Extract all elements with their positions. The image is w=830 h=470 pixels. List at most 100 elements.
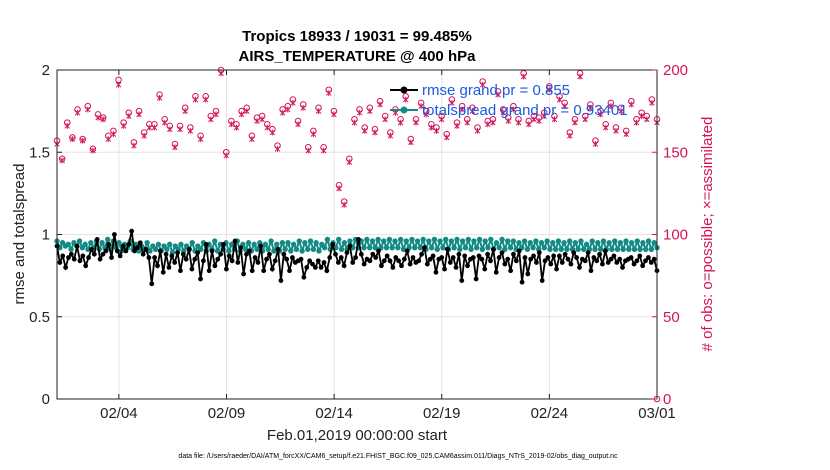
rmse-point xyxy=(470,255,476,260)
spread-point xyxy=(505,238,511,244)
spread-point xyxy=(347,238,353,244)
rmse-point xyxy=(631,261,637,267)
spread-point xyxy=(552,246,559,253)
rmse-point xyxy=(373,255,379,260)
spread-point xyxy=(302,240,308,246)
x-tick-label: 03/01 xyxy=(638,405,676,422)
spread-point xyxy=(164,246,170,253)
obs-assimilated-point xyxy=(423,111,429,118)
obs-assimilated-point xyxy=(208,116,214,123)
rmse-point xyxy=(433,269,439,275)
rmse-point xyxy=(479,256,485,262)
spread-point xyxy=(431,236,438,243)
obs-assimilated-point xyxy=(64,123,71,129)
obs-assimilated-point xyxy=(326,90,332,96)
rmse-point xyxy=(272,258,278,264)
obs-assimilated-point xyxy=(459,106,465,113)
rmse-point xyxy=(648,260,654,265)
spread-point xyxy=(527,240,533,246)
obs-assimilated-point xyxy=(120,123,127,129)
rmse-point xyxy=(422,245,427,251)
y-tick-label-left: 1.5 xyxy=(29,144,50,161)
spread-point xyxy=(197,246,204,253)
obs-assimilated-point xyxy=(541,113,547,119)
obs-assimilated-point xyxy=(74,109,81,116)
rmse-point xyxy=(356,237,361,242)
spread-point xyxy=(488,236,494,243)
rmse-point xyxy=(353,255,358,260)
spread-point xyxy=(443,236,449,243)
obs-assimilated-point xyxy=(469,108,476,115)
spread-point xyxy=(426,238,432,244)
rmse-point xyxy=(77,258,83,264)
spread-point xyxy=(541,244,548,251)
legend-rmse-label: rmse grand pr = 0.855 xyxy=(422,82,570,99)
rmse-point xyxy=(456,251,462,257)
spread-point xyxy=(597,246,604,253)
spread-point xyxy=(496,244,502,251)
rmse-point xyxy=(71,256,77,262)
rmse-point xyxy=(252,255,258,260)
spread-point xyxy=(428,244,435,251)
rmse-point xyxy=(275,246,281,252)
rmse-point xyxy=(370,251,376,257)
spread-point xyxy=(521,238,528,244)
rmse-point xyxy=(554,266,559,272)
spread-point xyxy=(476,236,483,243)
obs-assimilated-point xyxy=(233,124,240,131)
spread-point xyxy=(268,238,274,244)
obs-assimilated-point xyxy=(572,119,578,126)
rmse-point xyxy=(203,241,209,247)
rmse-point xyxy=(94,237,100,242)
obs-assimilated-point xyxy=(433,127,440,134)
spread-point xyxy=(589,238,595,244)
obs-assimilated-point xyxy=(156,95,163,101)
spread-point xyxy=(634,238,640,244)
spread-point xyxy=(212,238,218,244)
y-axis-label-right: # of obs: o=possible; ×=assimilated xyxy=(699,117,716,352)
rmse-point xyxy=(643,258,648,264)
rmse-point xyxy=(551,253,557,259)
y-tick-label-left: 2 xyxy=(42,62,50,79)
obs-assimilated-point xyxy=(197,136,204,142)
obs-assimilated-point xyxy=(110,131,117,138)
rmse-point xyxy=(269,266,275,272)
rmse-point xyxy=(379,263,384,269)
rmse-point xyxy=(312,265,318,270)
rmse-point xyxy=(465,263,470,269)
spread-point xyxy=(245,240,252,246)
obs-assimilated-point xyxy=(228,121,235,128)
rmse-point xyxy=(221,241,226,247)
obs-assimilated-point xyxy=(202,96,209,103)
rmse-point xyxy=(399,263,404,269)
rmse-point xyxy=(86,255,91,260)
y-axis-label-left: rmse and totalspread xyxy=(11,164,28,305)
rmse-point xyxy=(347,243,353,249)
rmse-point xyxy=(513,258,519,264)
obs-assimilated-point xyxy=(413,119,419,126)
obs-assimilated-point xyxy=(515,119,522,126)
spread-point xyxy=(474,244,480,251)
rmse-point xyxy=(206,268,212,274)
rmse-point xyxy=(620,265,625,270)
obs-assimilated-point xyxy=(85,106,91,113)
obs-assimilated-point xyxy=(454,123,460,129)
spread-point xyxy=(386,236,393,243)
rmse-point xyxy=(249,268,255,274)
rmse-point xyxy=(321,260,327,265)
spread-point xyxy=(310,246,317,253)
spread-point xyxy=(189,240,195,246)
obs-assimilated-point xyxy=(592,141,599,147)
rmse-point xyxy=(209,248,215,254)
obs-assimilated-point xyxy=(213,111,219,118)
obs-assimilated-point xyxy=(638,113,645,119)
obs-assimilated-point xyxy=(587,104,594,111)
rmse-point xyxy=(134,245,140,251)
y-tick-label-left: 0.5 xyxy=(29,309,50,326)
rmse-point xyxy=(301,274,307,280)
spread-point xyxy=(561,240,567,246)
spread-point xyxy=(282,246,288,253)
rmse-point xyxy=(66,255,71,260)
rmse-point xyxy=(505,256,511,262)
obs-assimilated-point xyxy=(254,118,260,124)
